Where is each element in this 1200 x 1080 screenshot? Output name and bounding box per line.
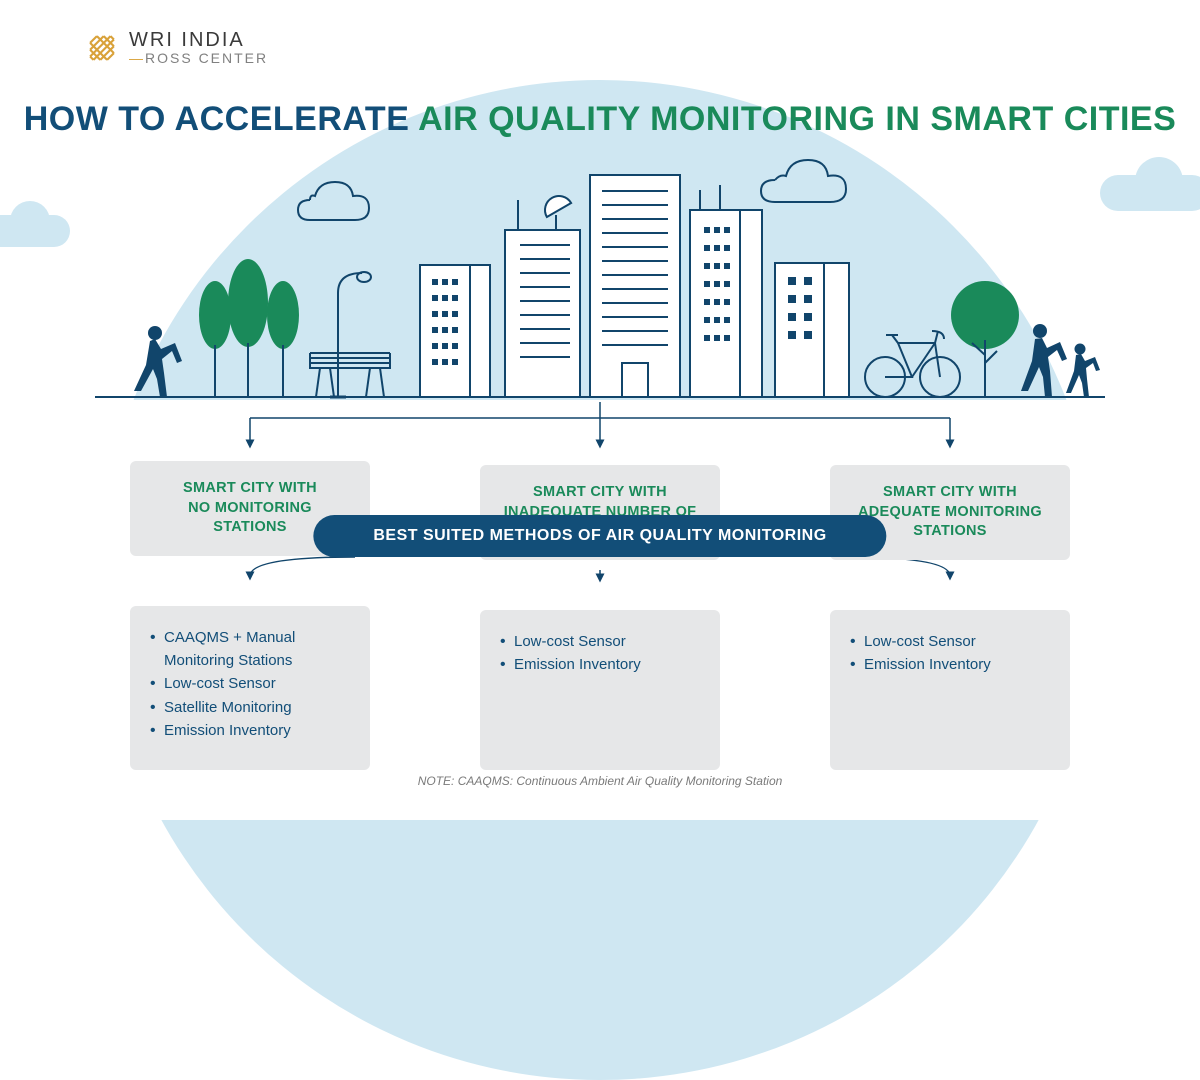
wri-logo-icon: [85, 31, 119, 65]
pedestrian-left-icon: [134, 326, 182, 397]
buildings-icon: [420, 175, 849, 397]
list-item: CAAQMS + Manual Monitoring Stations: [150, 626, 350, 673]
footnote: NOTE: CAAQMS: Continuous Ambient Air Qua…: [0, 774, 1200, 788]
headline-part-b: AIR QUALITY MONITORING IN SMART CITIES: [418, 100, 1176, 138]
logo-sub-text: —ROSS CENTER: [129, 51, 268, 66]
trees-left-icon: [199, 259, 299, 397]
methods-card-3: Low-cost Sensor Emission Inventory: [830, 610, 1070, 770]
list-item: Emission Inventory: [150, 719, 350, 742]
banner-text: BEST SUITED METHODS OF AIR QUALITY MONIT…: [373, 527, 826, 544]
column-no-stations: SMART CITY WITHNO MONITORINGSTATIONS CAA…: [130, 461, 370, 770]
tree-right-icon: [951, 281, 1019, 397]
list-item: Emission Inventory: [850, 653, 1050, 676]
list-item: Emission Inventory: [500, 653, 700, 676]
methods-card-2: Low-cost Sensor Emission Inventory: [480, 610, 720, 770]
headline-part-a: HOW TO ACCELERATE: [24, 100, 418, 138]
bench-icon: [310, 353, 390, 397]
pedestrians-right-icon: [1021, 324, 1100, 397]
list-item: Low-cost Sensor: [150, 672, 350, 695]
brand-logo: WRI INDIA —ROSS CENTER: [85, 30, 268, 66]
list-item: Low-cost Sensor: [850, 630, 1050, 653]
column-adequate-stations: SMART CITY WITHADEQUATE MONITORINGSTATIO…: [830, 465, 1070, 770]
list-item: Satellite Monitoring: [150, 696, 350, 719]
header-card-1-text: SMART CITY WITHNO MONITORINGSTATIONS: [183, 480, 317, 535]
logo-main-text: WRI INDIA: [129, 30, 268, 51]
streetlight-icon: [330, 272, 371, 397]
list-item: Low-cost Sensor: [500, 630, 700, 653]
page-title: HOW TO ACCELERATE AIR QUALITY MONITORING…: [0, 100, 1200, 139]
methods-card-1: CAAQMS + Manual Monitoring Stations Low-…: [130, 606, 370, 770]
city-illustration: [0, 145, 1200, 405]
bicycle-icon: [865, 331, 960, 397]
column-inadequate-stations: SMART CITY WITHINADEQUATE NUMBER OFMONIT…: [480, 465, 720, 770]
methods-banner: BEST SUITED METHODS OF AIR QUALITY MONIT…: [313, 515, 886, 557]
